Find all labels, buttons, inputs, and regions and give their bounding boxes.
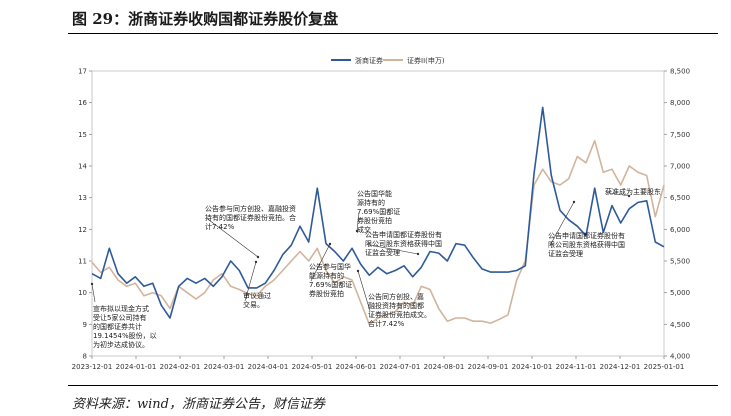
x-tick-label: 2024-03-01 (204, 363, 245, 371)
annotation-arrow (606, 192, 630, 197)
annotation-text: 券股份竞拍 (357, 216, 392, 225)
left-tick-label: 13 (78, 194, 87, 202)
annotation-text: 证券股份竞拍成交。 (368, 310, 431, 319)
plot-frame (91, 70, 665, 357)
axes: 8 9 10 11 12 13 14 15 16 17 4,000 4,500 5,000 5,500 6,… (72, 68, 690, 372)
annotation-arrow (356, 212, 360, 232)
right-tick-label: 4,000 (670, 353, 690, 361)
annotation-text: 受让5家公司持有 (93, 313, 146, 322)
annotation-arrowhead (90, 282, 94, 286)
annotation-text: 成交 (357, 225, 371, 234)
sw-securities-index-line (91, 139, 665, 326)
zheshang-securities-line (91, 106, 665, 319)
annotation-arrowhead (356, 269, 360, 273)
x-tick-label: 2024-02-01 (160, 363, 201, 371)
x-tick-label: 2024-11-01 (556, 363, 597, 371)
annotation-text: 宣布拟以现金方式 (93, 304, 149, 313)
annotation-arrow (357, 270, 371, 312)
annotations: 宣布拟以现金方式受让5家公司持有的国都证券共计19.1454%股份，以为初步达成… (90, 187, 661, 349)
left-tick-label: 14 (78, 163, 87, 171)
right-tick-label: 8,000 (670, 99, 690, 107)
right-tick-label: 4,500 (670, 321, 690, 329)
x-tick-label: 2024-07-01 (380, 363, 421, 371)
x-tick-label: 2024-01-01 (116, 363, 157, 371)
x-tick-label: 2024-09-01 (468, 363, 509, 371)
annotation-arrowhead (254, 260, 258, 264)
left-tick-label: 9 (83, 321, 87, 329)
annotation-arrowhead (572, 200, 576, 204)
annotation-text: 为初步达成协议。 (93, 340, 149, 349)
series-lines (91, 106, 665, 326)
annotation-arrow (91, 283, 96, 303)
bottom-rule (68, 385, 718, 386)
annotation-arrowhead (627, 194, 631, 198)
annotation-arrowhead (256, 255, 260, 259)
left-tick-label: 17 (78, 68, 87, 76)
left-tick-label: 10 (78, 289, 87, 297)
x-tick-label: 2024-12-01 (600, 363, 641, 371)
annotation-text: 限公司股东资格获得中国 (548, 240, 625, 249)
legend-label-sw: 证券II(申万) (407, 56, 445, 65)
x-tick-label: 2024-10-01 (512, 363, 553, 371)
x-tick-label: 2024-06-01 (336, 363, 377, 371)
legend: 浙商证券 证券II(申万) (331, 56, 445, 65)
left-tick-label: 15 (78, 131, 87, 139)
annotation-arrow (244, 261, 257, 302)
legend-label-zheshang: 浙商证券 (355, 56, 383, 65)
annotation-arrowhead (416, 252, 420, 256)
right-tick-label: 7,000 (670, 163, 690, 171)
annotation-arrow (366, 244, 419, 255)
annotation-text: 公告国华能 (357, 189, 392, 198)
annotation-arrowhead (355, 229, 359, 233)
annotation-text: 获准成为主要股东 (605, 187, 661, 196)
annotation-text: 公告参与同方创投、嘉融投资 (205, 204, 296, 213)
left-tick-label: 16 (78, 99, 87, 107)
annotation-text: 的国都证券共计 (93, 322, 142, 331)
left-tick-label: 11 (78, 258, 87, 266)
annotation-text: 公告同方创投、嘉 (368, 292, 424, 301)
annotation-text: 7.69%国都证 (309, 281, 352, 289)
right-tick-label: 5,500 (670, 258, 690, 266)
source-note: 资料来源：wind，浙商证券公告，财信证券 (72, 397, 325, 412)
annotation-text: 合计7.42% (368, 319, 405, 328)
right-tick-label: 7,500 (670, 131, 690, 139)
top-rule (68, 33, 718, 34)
x-tick-label: 2024-08-01 (424, 363, 465, 371)
annotation-text: 持有的国都证券股份竞拍。合 (205, 213, 296, 222)
annotation-text: 公告申请国都证券股份有 (365, 230, 442, 239)
left-tick-label: 12 (78, 226, 87, 234)
annotation-text: 公告申请国都证券股份有 (548, 231, 625, 240)
annotation-text: 源持有的 (357, 198, 385, 207)
annotation-text: 证监会受理 (548, 249, 583, 258)
left-tick-label: 8 (83, 353, 87, 361)
annotation-arrow (549, 201, 575, 246)
x-tick-label: 2024-05-01 (292, 363, 333, 371)
x-tick-label: 2024-04-01 (248, 363, 289, 371)
figure-title: 图 29：浙商证券收购国都证券股价复盘 (72, 10, 339, 28)
annotation-text: 交易。 (243, 300, 264, 309)
plot-border (91, 70, 665, 357)
x-tick-label: 2025-01-01 (644, 363, 685, 371)
annotation-text: 19.1454%股份，以 (93, 331, 157, 340)
annotation-arrow (206, 218, 259, 258)
annotation-text: 券股份竞拍 (309, 289, 344, 298)
annotation-text: 能源持有的 (309, 271, 344, 280)
annotation-text: 计7.42% (205, 222, 235, 231)
annotation-text: 7.69%国都证 (357, 208, 400, 216)
annotation-arrowhead (328, 242, 332, 246)
right-tick-label: 6,500 (670, 194, 690, 202)
right-tick-label: 6,000 (670, 226, 690, 234)
annotation-text: 公告参与国华 (309, 262, 351, 271)
annotation-text: 证监会受理 (365, 248, 400, 257)
right-tick-label: 5,000 (670, 289, 690, 297)
annotation-text: 限公司股东资格获得中国 (365, 239, 442, 248)
annotation-text: 融投资持有的国都 (368, 301, 424, 310)
x-tick-label: 2023-12-01 (72, 363, 113, 371)
right-tick-label: 8,500 (670, 68, 690, 76)
annotation-arrow (310, 243, 331, 282)
annotation-text: 审议通过 (243, 291, 271, 300)
